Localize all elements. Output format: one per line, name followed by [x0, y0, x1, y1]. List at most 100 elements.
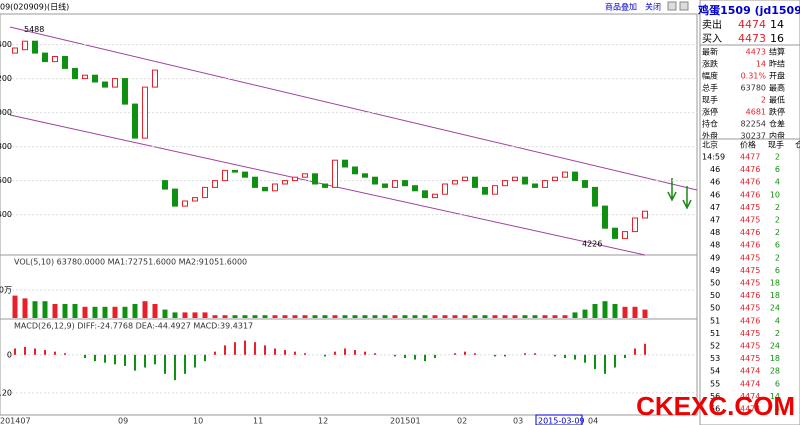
- candle: [142, 86, 148, 139]
- watermark: CKEXC.COM: [636, 391, 795, 421]
- tick-price: 4476: [740, 241, 760, 250]
- candle: [442, 183, 448, 195]
- y-tick-label: 5200: [0, 74, 12, 83]
- x-tick-label: 04: [588, 417, 598, 425]
- candle: [62, 56, 68, 69]
- tick-price: 4475: [740, 253, 760, 262]
- icon-button[interactable]: [679, 1, 689, 11]
- book-label: 买入: [702, 33, 722, 45]
- x-tick-label: 03: [513, 417, 523, 425]
- volume-bar: [542, 315, 548, 318]
- stat-label: 最高: [769, 83, 785, 93]
- tick-time: 54: [710, 367, 720, 376]
- stat-value: 30237: [741, 132, 766, 141]
- tick-qty: 24: [770, 342, 780, 351]
- quote-title: 鸡蛋1509 (jd1509: [697, 3, 800, 17]
- y-tick-label: 4600: [0, 176, 12, 185]
- candle: [462, 176, 468, 182]
- tick-time: 51: [710, 329, 720, 338]
- tick-qty: 4: [775, 178, 780, 187]
- volume-bar: [502, 315, 508, 318]
- stat-value: 4681: [746, 108, 766, 117]
- tick-price: 4475: [740, 266, 760, 275]
- channel-line: [9, 26, 698, 191]
- quote-panel: [699, 0, 800, 425]
- volume-bar: [262, 315, 268, 318]
- tick-qty: 14: [770, 392, 780, 401]
- column-header: 价格: [740, 140, 756, 150]
- candle: [42, 52, 48, 63]
- candle: [402, 180, 408, 187]
- y-tick-label: 5000: [0, 108, 12, 117]
- volume-bar: [372, 315, 378, 318]
- arrow-icon: [667, 178, 692, 210]
- candle: [52, 56, 58, 63]
- tick-price: 4474: [740, 392, 760, 401]
- candle: [102, 81, 108, 88]
- tick-qty: 18: [770, 279, 780, 288]
- tick-price: 4476: [740, 228, 760, 237]
- candle: [612, 227, 618, 239]
- tick-price: 4476: [740, 190, 760, 199]
- candle: [162, 180, 168, 190]
- candle: [22, 40, 28, 51]
- candle: [382, 183, 388, 188]
- stat-label: 总手: [702, 83, 718, 93]
- volume-bar: [282, 315, 288, 318]
- candle: [312, 173, 318, 185]
- icon-button[interactable]: [667, 1, 677, 11]
- x-tick-label: 12: [318, 417, 328, 425]
- macd-legend: MACD(26,12,9) DIFF:-24.7768 DEA:-44.4927…: [14, 322, 253, 331]
- date-box: [535, 414, 583, 425]
- volume-bar: [202, 312, 208, 318]
- volume-bar: [392, 315, 398, 318]
- stat-label: 跌停: [769, 107, 785, 117]
- candle: [542, 180, 548, 188]
- tick-time: 51: [710, 316, 720, 325]
- tick-price: 4474: [740, 405, 760, 414]
- stat-label: 现手: [702, 95, 718, 105]
- tick-time: 50: [710, 304, 720, 313]
- book-label: 卖出: [702, 18, 722, 31]
- volume-bar: [492, 315, 498, 318]
- button[interactable]: 商品叠加: [605, 2, 637, 12]
- tick-qty: 6: [775, 379, 780, 388]
- volume-bar: [192, 312, 198, 318]
- candle: [322, 183, 328, 188]
- tick-time: 55: [710, 379, 720, 388]
- candle: [392, 180, 398, 188]
- tick-qty: 2: [775, 228, 780, 237]
- volume-bar: [472, 315, 478, 318]
- tick-qty: 10: [770, 190, 780, 199]
- tick-time: 14:59: [702, 153, 725, 162]
- candle: [592, 186, 598, 207]
- candle: [272, 183, 278, 192]
- volume-bar: [342, 315, 348, 318]
- candle: [302, 173, 308, 178]
- tick-time: 48: [710, 241, 720, 250]
- volume-bar: [272, 315, 278, 318]
- volume-bar: [602, 301, 608, 318]
- button[interactable]: 关闭: [645, 2, 661, 12]
- volume-bar: [512, 315, 518, 318]
- candle: [12, 47, 18, 54]
- volume-bar: [132, 304, 138, 318]
- stat-label: 内盘: [769, 131, 785, 141]
- y-tick-label: 4800: [0, 142, 12, 151]
- x-tick-label: 11: [253, 417, 263, 425]
- candle: [632, 217, 638, 233]
- volume-bar: [402, 315, 408, 318]
- volume-bar: [422, 315, 428, 318]
- x-tick-label: 02: [457, 417, 467, 425]
- tick-qty: 4: [775, 405, 780, 414]
- tick-time: 56: [710, 392, 720, 401]
- volume-bar: [242, 315, 248, 318]
- book-qty: 16: [770, 32, 784, 45]
- volume-bar: [112, 306, 118, 318]
- volume-bar: [312, 315, 318, 318]
- candle: [222, 169, 228, 182]
- candle: [642, 210, 648, 219]
- volume-bar: [572, 312, 578, 318]
- volume-bar: [612, 304, 618, 318]
- candle: [212, 180, 218, 188]
